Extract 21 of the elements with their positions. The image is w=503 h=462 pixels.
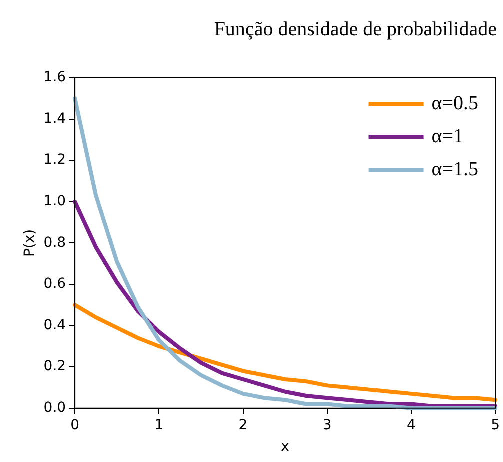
- chart-title: Função densidade de probabilidade: [214, 18, 498, 40]
- x-axis-title: x: [281, 439, 290, 456]
- y-axis-title: P(x): [22, 229, 38, 258]
- y-tick-label: 1.0: [44, 194, 66, 210]
- y-tick-label: 1.4: [44, 110, 66, 127]
- y-tick-label: 1.2: [44, 152, 66, 168]
- y-tick-label: 0.2: [44, 358, 66, 375]
- legend-label: α=1.5: [432, 158, 479, 180]
- y-tick-label: 0.8: [44, 234, 66, 251]
- x-tick-label: 0: [70, 417, 80, 434]
- legend-label: α=0.5: [432, 92, 479, 114]
- y-tick-label: 1.6: [44, 70, 66, 86]
- y-tick-label: 0.0: [44, 400, 66, 416]
- y-tick-label: 0.6: [44, 276, 66, 292]
- x-tick-label: 4: [406, 417, 416, 434]
- y-tick-label: 0.4: [44, 317, 66, 334]
- legend-label: α=1: [432, 125, 464, 148]
- x-tick-label: 2: [238, 417, 248, 434]
- x-tick-label: 3: [322, 417, 332, 434]
- x-tick-label: 1: [154, 417, 164, 434]
- x-tick-label: 5: [491, 417, 500, 434]
